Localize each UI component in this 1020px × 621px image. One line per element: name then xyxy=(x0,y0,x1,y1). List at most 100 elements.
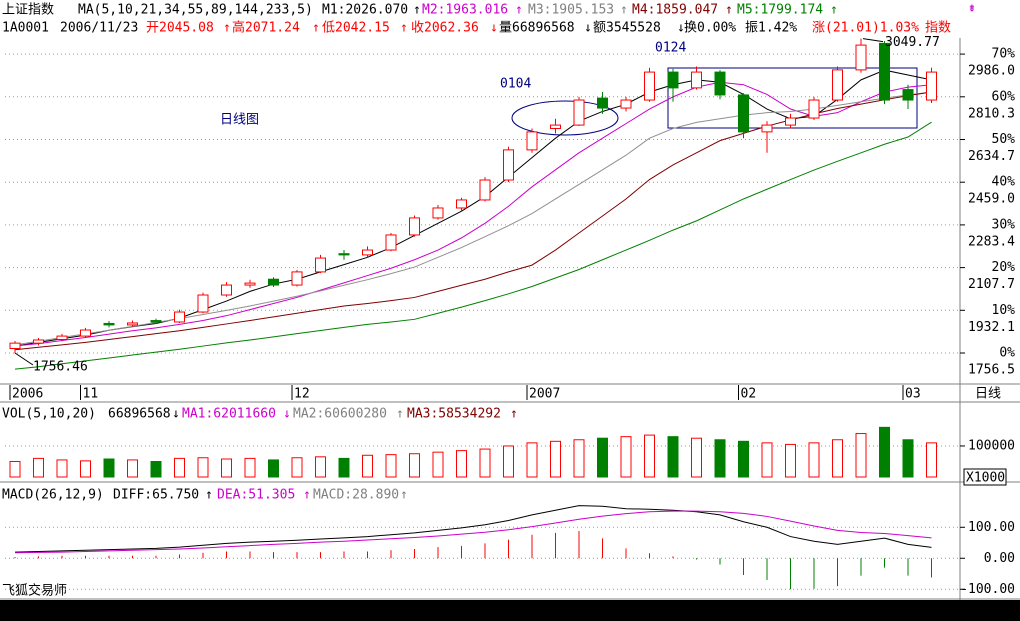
header-arrow: ↑ xyxy=(413,3,421,18)
header-text: 涨(21.01)1.03% xyxy=(812,21,919,36)
candle-body xyxy=(503,149,514,181)
volume-bar xyxy=(879,426,890,478)
header-arrow: ↑ xyxy=(205,488,213,503)
volume-bar xyxy=(33,457,44,478)
volume-bar xyxy=(291,457,303,478)
annotation: 日线图 xyxy=(220,113,259,128)
header-text: 指数 xyxy=(925,21,951,36)
volume-bar xyxy=(808,442,820,478)
volume-bar xyxy=(244,457,256,478)
candle-body xyxy=(785,117,796,126)
candle-body xyxy=(855,44,867,71)
header-text: 额3545528 xyxy=(593,21,661,36)
ma-line xyxy=(14,91,932,351)
y-tick-label: 100.00 xyxy=(968,520,1015,535)
annotation: 0124 xyxy=(655,41,686,56)
candle-body xyxy=(362,249,373,256)
volume-bar xyxy=(362,454,373,478)
y-tick-label: 2634.7 xyxy=(968,149,1015,164)
header-arrow: ↑ xyxy=(396,407,404,422)
bottom-bar xyxy=(0,600,1020,621)
header-arrow: ↑ xyxy=(400,21,408,36)
header-text: 振1.42% xyxy=(745,21,797,36)
volume-bar xyxy=(127,459,138,478)
volume-bar xyxy=(573,439,585,478)
header-text: M4:1859.047 xyxy=(632,3,718,18)
x-tick-label: 03 xyxy=(905,387,921,402)
y-tick-label: 0.00 xyxy=(984,551,1015,566)
y-tick-label: 1932.1 xyxy=(968,320,1015,335)
volume-bar xyxy=(103,458,115,478)
candle-body xyxy=(644,71,655,101)
header-text: 上证指数 xyxy=(2,3,54,18)
candle-body xyxy=(432,207,444,219)
candle-body xyxy=(385,234,397,251)
header-arrow: ↑ xyxy=(400,488,408,503)
header-text: M3:1905.153 xyxy=(528,3,614,18)
y-tick-label: -100.00 xyxy=(960,582,1015,597)
header-text: MA(5,10,21,34,55,89,144,233,5) xyxy=(78,3,313,18)
volume-bar xyxy=(503,445,514,478)
high-pointer xyxy=(862,38,884,43)
candle-body xyxy=(33,339,44,344)
header-arrow: ↑ xyxy=(515,3,523,18)
ma-line xyxy=(14,121,932,370)
candle-body xyxy=(221,284,232,296)
y2-tick-label: 40% xyxy=(992,175,1016,190)
y2-tick-label: 70% xyxy=(992,47,1016,62)
candle-body xyxy=(150,320,162,323)
candle-body xyxy=(926,71,937,101)
header-arrow: ↑ xyxy=(510,407,518,422)
volume-bar xyxy=(620,436,632,478)
volume-bar xyxy=(409,453,420,478)
volume-bar xyxy=(174,457,185,478)
candle-body xyxy=(620,99,632,109)
volume-bar xyxy=(691,437,702,478)
candle-body xyxy=(9,342,21,349)
candle-body xyxy=(667,71,679,89)
volume-bar xyxy=(385,454,397,478)
corner-icon[interactable]: ⇟ xyxy=(968,1,976,16)
panel-header: MACD:28.890 xyxy=(313,488,399,503)
volume-bar xyxy=(926,442,937,478)
volume-bar xyxy=(832,439,843,478)
panel-header: MA1:62011660 xyxy=(182,407,276,422)
panel-header: DEA:51.305 xyxy=(217,488,295,503)
candle-body xyxy=(714,71,726,96)
y2-tick-label: 30% xyxy=(992,217,1016,232)
candle-body xyxy=(573,99,585,126)
candle-body xyxy=(902,89,914,101)
volume-bar xyxy=(338,457,350,478)
header-arrow: ↓ xyxy=(172,407,180,422)
y-tick-label: 2986.0 xyxy=(968,64,1015,79)
header-arrow: ↑ xyxy=(725,3,733,18)
candle-body xyxy=(244,282,256,286)
y2-tick-label: 60% xyxy=(992,89,1016,104)
header-text: 量66896568 xyxy=(499,21,575,36)
candle-body xyxy=(197,294,209,313)
low-label: 1756.46 xyxy=(33,359,88,374)
volume-bar xyxy=(456,450,467,478)
panel-title: MACD(26,12,9) xyxy=(2,488,104,503)
candle-body xyxy=(808,99,820,119)
volume-bar xyxy=(855,433,867,478)
header-arrow: ↑ xyxy=(312,21,320,36)
volume-bar xyxy=(644,434,655,478)
candle-body xyxy=(127,322,138,326)
ma-line xyxy=(14,91,932,346)
header-text: 开2045.08 xyxy=(146,21,214,36)
candle-body xyxy=(56,335,68,340)
ma-line xyxy=(14,505,932,553)
header-text: 收2062.36 xyxy=(411,21,479,36)
volume-bar xyxy=(197,457,209,478)
volume-bar xyxy=(526,442,538,478)
ma-line xyxy=(14,81,932,347)
volume-bar xyxy=(56,459,68,478)
volume-bar xyxy=(80,460,91,478)
ma-line xyxy=(14,510,932,554)
header-arrow: ↓ xyxy=(490,21,498,36)
volume-bar xyxy=(902,439,914,478)
volume-bar xyxy=(479,448,491,478)
panel-header: MA2:60600280 xyxy=(293,407,387,422)
